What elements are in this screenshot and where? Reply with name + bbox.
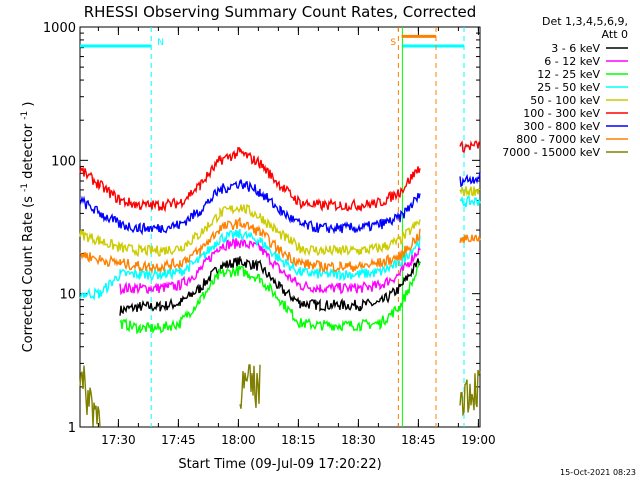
series-line [239, 364, 261, 409]
y-label-end: ) [21, 102, 36, 107]
series-line [459, 369, 481, 417]
flag-label: N [157, 38, 164, 48]
flag-label: S [390, 38, 396, 48]
x-axis-label: Start Time (09-Jul-09 17:20:22) [178, 457, 381, 472]
series-line [119, 256, 421, 316]
series-line [459, 171, 481, 188]
x-tick-label: 18:30 [341, 433, 376, 447]
series-line [459, 195, 481, 208]
y-tick-label: 10 [59, 288, 76, 303]
legend-label: 25 - 50 keV [537, 81, 600, 94]
x-tick-label: 19:00 [461, 433, 496, 447]
y-axis: 1 10 100 1000 [43, 21, 480, 436]
series-line [459, 140, 481, 154]
y-label-mid: detector [21, 123, 36, 179]
y-tick-label: 1 [68, 421, 76, 436]
series-6 [79, 171, 481, 236]
series-line [119, 238, 421, 296]
chart-title: RHESSI Observing Summary Count Rates, Co… [84, 3, 477, 21]
data-series [79, 140, 481, 428]
y-label-sup-2: -1 [20, 111, 30, 120]
series-1 [119, 238, 421, 296]
legend-label: 800 - 7000 keV [516, 133, 600, 146]
y-tick-label: 100 [51, 154, 76, 169]
series-7 [79, 217, 481, 274]
series-line [79, 365, 101, 428]
footer-date: 15-Oct-2021 08:23 [560, 468, 636, 477]
series-line [459, 186, 481, 197]
x-axis: 17:30 17:45 18:00 18:15 18:30 18:45 19:00 [97, 27, 496, 447]
legend-label: 7000 - 15000 keV [502, 146, 600, 159]
y-label-sup-1: -1 [20, 183, 30, 192]
legend-label: 3 - 6 keV [551, 42, 600, 55]
series-line [119, 261, 421, 335]
series-2 [119, 261, 421, 335]
legend-label: 100 - 300 keV [523, 107, 600, 120]
series-3 [79, 195, 481, 301]
plot-frame [79, 26, 481, 428]
y-axis-label: Corrected Count Rate (s -1 detector -1 ) [16, 102, 36, 353]
series-line [79, 146, 421, 213]
x-tick-label: 18:00 [221, 433, 256, 447]
x-tick-label: 18:45 [401, 433, 436, 447]
series-line [79, 203, 421, 258]
series-line [79, 179, 421, 236]
series-line [459, 234, 481, 244]
x-tick-label: 18:15 [281, 433, 316, 447]
x-tick-label: 17:30 [101, 433, 136, 447]
legend-header: Att 0 [602, 28, 628, 41]
x-tick-label: 17:45 [161, 433, 196, 447]
legend-label: 12 - 25 keV [537, 68, 600, 81]
series-0 [119, 256, 421, 316]
series-line [79, 228, 421, 301]
y-label-main: Corrected Count Rate (s [21, 196, 36, 353]
legend-header: Det 1,3,4,5,6,9, [542, 15, 628, 28]
legend-label: 50 - 100 keV [530, 94, 600, 107]
legend-label: 300 - 800 keV [523, 120, 600, 133]
series-8 [79, 364, 481, 428]
series-4 [79, 186, 481, 258]
y-tick-label: 1000 [43, 21, 76, 36]
series-5 [79, 140, 481, 213]
series-line [79, 217, 421, 274]
legend-label: 6 - 12 keV [544, 55, 600, 68]
